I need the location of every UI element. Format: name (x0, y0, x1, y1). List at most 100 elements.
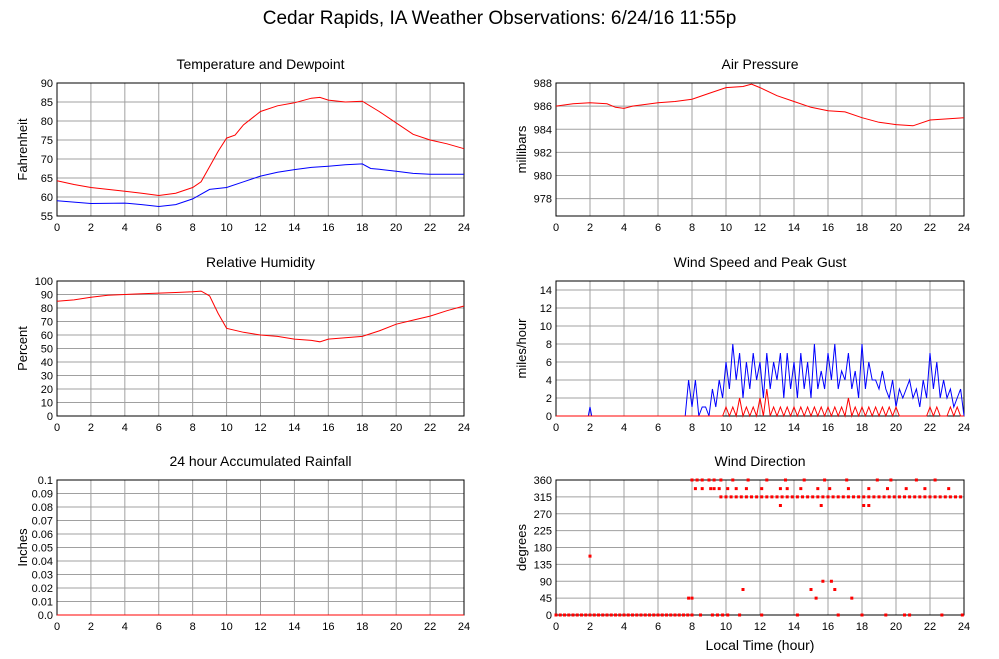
x-tick-label: 10 (220, 422, 232, 434)
x-tick-label: 8 (689, 621, 695, 633)
data-point (760, 487, 764, 491)
data-point (734, 487, 738, 491)
data-point (712, 478, 716, 482)
x-tick-label: 12 (254, 621, 266, 633)
data-point (656, 613, 660, 617)
data-point (903, 495, 906, 499)
x-tick-label: 0 (553, 222, 559, 234)
y-tick-label: 0 (546, 610, 552, 622)
data-point (750, 495, 753, 499)
humidity-chart: 0 2 4 6 8 10 12 14 16 18 20 22 240102030405060708090… (15, 254, 470, 434)
data-point (618, 613, 622, 617)
data-point (665, 613, 668, 617)
x-tick-label: 8 (689, 422, 695, 434)
y-tick-label: 75 (41, 135, 53, 147)
data-point (741, 588, 745, 591)
y-axis-label: Fahrenheit (15, 118, 30, 181)
data-point (558, 613, 562, 617)
y-tick-label: 180 (534, 543, 552, 555)
data-point (673, 613, 677, 617)
data-point (746, 478, 750, 482)
data-point (886, 487, 889, 491)
x-tick-label: 14 (788, 621, 800, 633)
y-tick-label: 20 (41, 384, 53, 396)
x-tick-label: 16 (822, 222, 834, 234)
data-point (614, 613, 617, 617)
data-point (872, 495, 876, 499)
data-point (700, 478, 704, 482)
data-point (811, 495, 815, 499)
x-tick-label: 20 (390, 621, 402, 633)
plot-frame (555, 82, 965, 217)
data-point (710, 613, 714, 617)
x-tick-label: 14 (288, 621, 300, 633)
data-point (814, 596, 818, 600)
y-tick-label: 30 (41, 371, 53, 383)
data-point (726, 613, 730, 617)
y-tick-label: 100 (35, 276, 53, 288)
x-tick-label: 12 (754, 422, 766, 434)
data-point (605, 613, 609, 617)
y-tick-label: 270 (534, 509, 552, 521)
y-tick-label: 50 (41, 344, 53, 356)
data-point (780, 495, 784, 499)
y-tick-label: 984 (534, 124, 552, 136)
y-tick-label: 0.03 (32, 570, 53, 582)
data-point (744, 495, 748, 499)
data-point (850, 596, 854, 600)
data-point (846, 495, 850, 499)
y-axis-label: Percent (15, 326, 30, 371)
y-tick-label: 90 (41, 78, 53, 90)
data-point (852, 495, 855, 499)
data-point (592, 613, 596, 617)
data-point (717, 487, 721, 491)
y-tick-label: 90 (41, 290, 53, 302)
y-tick-label: 55 (41, 211, 53, 223)
data-point (809, 588, 813, 591)
y-tick-label: 85 (41, 97, 53, 109)
y-tick-label: 0.07 (32, 516, 53, 528)
x-tick-label: 16 (322, 422, 334, 434)
data-point (821, 495, 825, 499)
data-point (643, 613, 647, 617)
y-tick-label: 988 (534, 78, 552, 90)
data-point (575, 613, 579, 617)
x-tick-label: 22 (424, 422, 436, 434)
page-title: Cedar Rapids, IA Weather Observations: 6… (262, 8, 737, 29)
data-point (948, 495, 952, 499)
data-point (690, 478, 694, 482)
data-point (785, 495, 789, 499)
data-point (877, 495, 881, 499)
data-point (726, 487, 730, 491)
data-point (857, 495, 861, 499)
data-point (738, 613, 742, 617)
x-tick-label: 2 (88, 422, 94, 434)
y-tick-label: 986 (534, 101, 552, 113)
y-tick-label: 2 (546, 393, 552, 405)
data-point (795, 495, 799, 499)
y-tick-label: 0.1 (38, 475, 53, 487)
x-tick-label: 14 (788, 222, 800, 234)
y-tick-label: 0.08 (32, 502, 53, 514)
y-tick-label: 0.04 (32, 556, 53, 568)
y-tick-label: 10 (540, 321, 552, 333)
x-tick-label: 20 (890, 422, 902, 434)
data-point (784, 478, 787, 482)
direction-chart: 0 2 4 6 8 10 12 14 16 18 20 22 240459013518022527031… (514, 453, 970, 653)
y-tick-label: 12 (540, 303, 552, 315)
x-tick-label: 6 (156, 422, 162, 434)
data-point (584, 613, 588, 617)
data-point (731, 478, 735, 482)
data-point (622, 613, 626, 617)
y-tick-label: 4 (546, 375, 552, 387)
x-tick-label: 22 (924, 222, 936, 234)
data-point (707, 478, 711, 482)
y-tick-label: 0.06 (32, 529, 53, 541)
x-tick-label: 6 (156, 222, 162, 234)
x-tick-label: 0 (553, 621, 559, 633)
x-tick-label: 12 (254, 222, 266, 234)
series-line (556, 388, 964, 418)
data-point (778, 487, 782, 491)
x-tick-label: 6 (655, 222, 661, 234)
data-point (760, 495, 764, 499)
